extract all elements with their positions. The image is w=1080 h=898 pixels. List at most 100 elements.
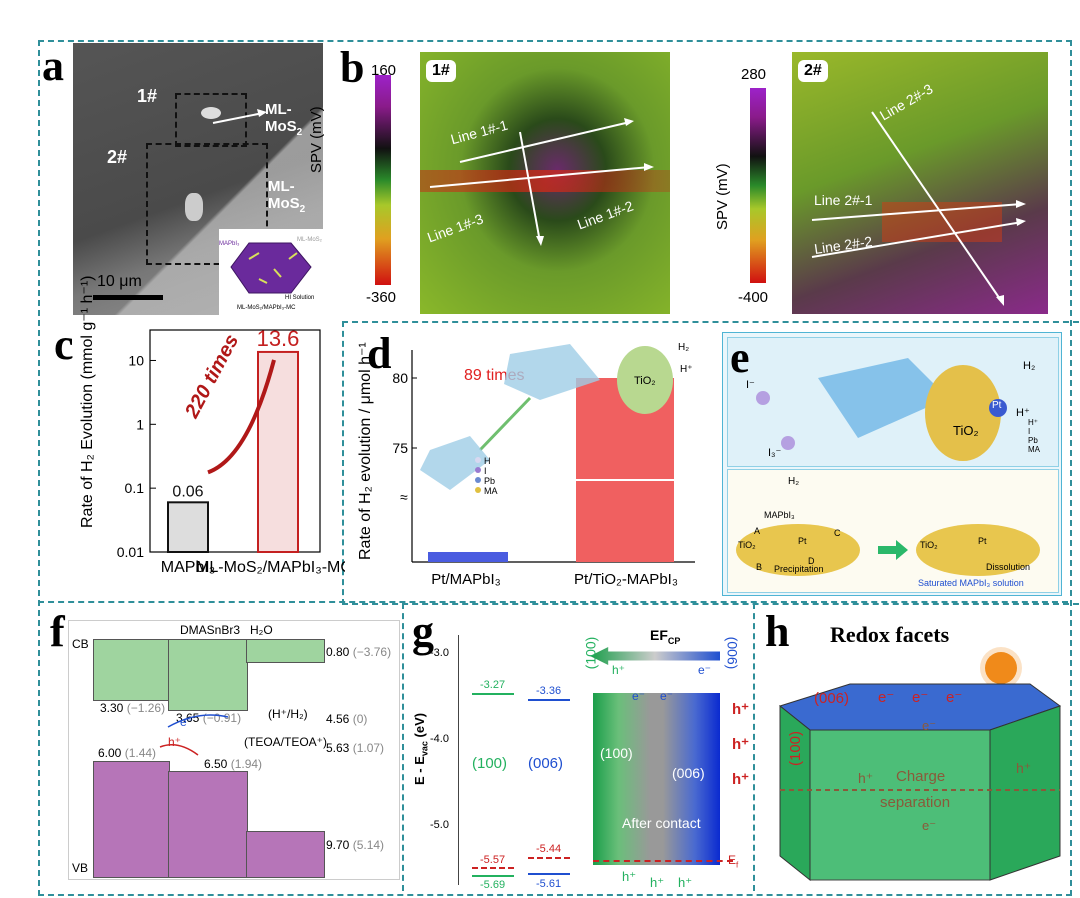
f-vb-3	[246, 831, 325, 878]
d-hplus-label: H⁺	[680, 364, 693, 375]
chart-c: 10 1 0.1 0.01 0.06 13.6 220 times MAPbI₃ML-MoS₂…	[117, 326, 345, 576]
d-legend-dot-3	[475, 487, 481, 493]
inset-caption: ML-MoS₂/MAPbI₃-MC	[237, 305, 296, 311]
panel-letter-b: b	[340, 43, 365, 92]
f-arrows	[159, 714, 229, 756]
frame-d-e	[342, 321, 1080, 605]
g-ylabel: E - Evac (eV)	[412, 712, 430, 785]
c-bar-value-1: 13.6	[257, 326, 300, 351]
f-hh2: (H⁺/H₂)	[268, 707, 308, 721]
c-ylabel: Rate of H₂ Evolution (mmol g⁻¹ h⁻¹)	[79, 275, 96, 528]
g-axis	[458, 635, 459, 885]
f-v1: 3.30 (−1.26)	[100, 701, 166, 715]
frame-bottom-divider	[38, 601, 1068, 603]
g-cb100	[472, 693, 514, 695]
h-charge: Charge	[896, 768, 946, 785]
scale-bar	[93, 295, 163, 300]
c-times-label: 220 times	[181, 331, 244, 423]
panel-letter-e: e	[730, 333, 750, 382]
mos2-particle-2	[185, 193, 203, 221]
panel-e: TiO₂ Pt H₂ H⁺ I⁻ I₃⁻ H⁺ I Pb MA H₂ MAPbI…	[722, 332, 1062, 596]
h-e3: e⁻	[946, 689, 963, 706]
h-e2: e⁻	[912, 689, 929, 706]
line-2-1: Line 2#-1	[814, 192, 873, 208]
d-legend-dot-2	[475, 477, 481, 483]
e-i3: I₃⁻	[768, 447, 782, 459]
g-gradient-block	[593, 693, 720, 865]
spv-map-1-label: 1#	[432, 62, 450, 79]
g-tick-0: -3.0	[430, 647, 449, 659]
h-e1: e⁻	[878, 689, 895, 706]
c-tick-label-0: 10	[128, 352, 144, 368]
d-bar-0	[428, 552, 508, 562]
g-vb100b	[472, 875, 514, 877]
c-plot-frame	[149, 329, 321, 553]
panel-a: 1# 2# ML-MoS2 ML-MoS2 10 μm MAPbI₃ ML-Mo…	[73, 43, 323, 315]
g-efcp-arrow	[590, 647, 720, 665]
e-tio2-b2: TiO₂	[920, 540, 938, 550]
mos2-label-1: ML-MoS2	[265, 101, 303, 138]
e-hplus: H⁺	[1016, 407, 1030, 419]
g-ef-line	[593, 860, 733, 862]
c-cat-1: ML-MoS₂/MAPbI₃-MCs	[196, 559, 345, 576]
spv-map-1: 1# Line 1#-1 Line 1#-3 Line 1#-2	[420, 52, 670, 314]
g-h-b1: h⁺	[622, 869, 637, 884]
spv-map-2: 2# Line 2#-3 Line 2#-1 Line 2#-2	[792, 52, 1048, 314]
c-bar-0	[167, 501, 209, 554]
g-in100: (100)	[600, 745, 633, 761]
g-vb006a	[528, 857, 570, 859]
panel-letter-g: g	[412, 607, 434, 656]
g-cb006	[528, 699, 570, 701]
c-tick-label-2: 0.1	[125, 480, 145, 496]
colorbar-1	[375, 75, 391, 285]
colorbar-2-top: 280	[741, 66, 767, 83]
h-title: Redox facets	[830, 622, 950, 647]
c-bar-value-0: 0.06	[172, 483, 203, 500]
c-trend-arrow	[207, 359, 276, 475]
e-iminus: I⁻	[746, 379, 755, 391]
e-top: TiO₂ Pt H₂ H⁺ I⁻ I₃⁻ H⁺ I Pb MA	[727, 337, 1059, 467]
roi-2-box	[146, 143, 268, 265]
e-pt: Pt	[992, 400, 1002, 411]
c-tick-label-1: 1	[136, 416, 144, 432]
inset-crystal	[230, 242, 312, 294]
d-legend-dot-0	[475, 457, 481, 463]
g-h-r3: h⁺	[732, 771, 750, 788]
h-006: (006)	[814, 690, 850, 707]
g-after: After contact	[622, 815, 701, 831]
h-e5: e⁻	[922, 818, 937, 833]
f-frame	[68, 620, 400, 880]
panel-letter-a: a	[42, 41, 64, 90]
inset-mos-label: ML-MoS₂	[297, 237, 322, 243]
c-bar-1	[257, 350, 299, 554]
d-tick-label-1: 75	[392, 440, 408, 456]
d-legend-dot-1	[475, 467, 481, 473]
f-cb-1	[93, 639, 170, 701]
f-vb-2	[168, 771, 248, 878]
g-vb006a-val: -5.44	[536, 843, 562, 855]
d-legend-2: Pb	[484, 476, 495, 486]
g-vb100a-val: -5.57	[480, 854, 506, 866]
e-pt-b1: Pt	[798, 536, 807, 546]
g-top100: (100)	[582, 636, 599, 670]
g-in006: (006)	[672, 765, 705, 781]
e-legend: H⁺ I Pb MA	[1028, 418, 1040, 454]
f-h: h⁺	[168, 735, 182, 749]
e-legend-2: Pb	[1028, 436, 1038, 445]
e-top-art	[756, 358, 1007, 461]
inset-schematic: MAPbI₃ ML-MoS₂ HI Solution ML-MoS₂/MAPbI…	[219, 229, 323, 315]
e-pt-b2: Pt	[978, 536, 987, 546]
e-c: C	[834, 528, 841, 538]
f-v3: 0.80 (−3.76)	[326, 645, 392, 659]
f-cb-3	[246, 639, 325, 663]
e-bottom-art	[736, 524, 1040, 576]
e-tio2: TiO₂	[953, 423, 979, 438]
spv-map-1-tag: 1#	[426, 60, 456, 82]
scale-label: 10 μm	[97, 273, 142, 290]
e-saturated: Saturated MAPbI₃ solution	[918, 578, 1024, 588]
g-vb100a	[472, 867, 514, 869]
g-cb006-val: -3.36	[536, 685, 562, 697]
g-vb006b	[528, 873, 570, 875]
d-legend-3: MA	[484, 486, 498, 496]
